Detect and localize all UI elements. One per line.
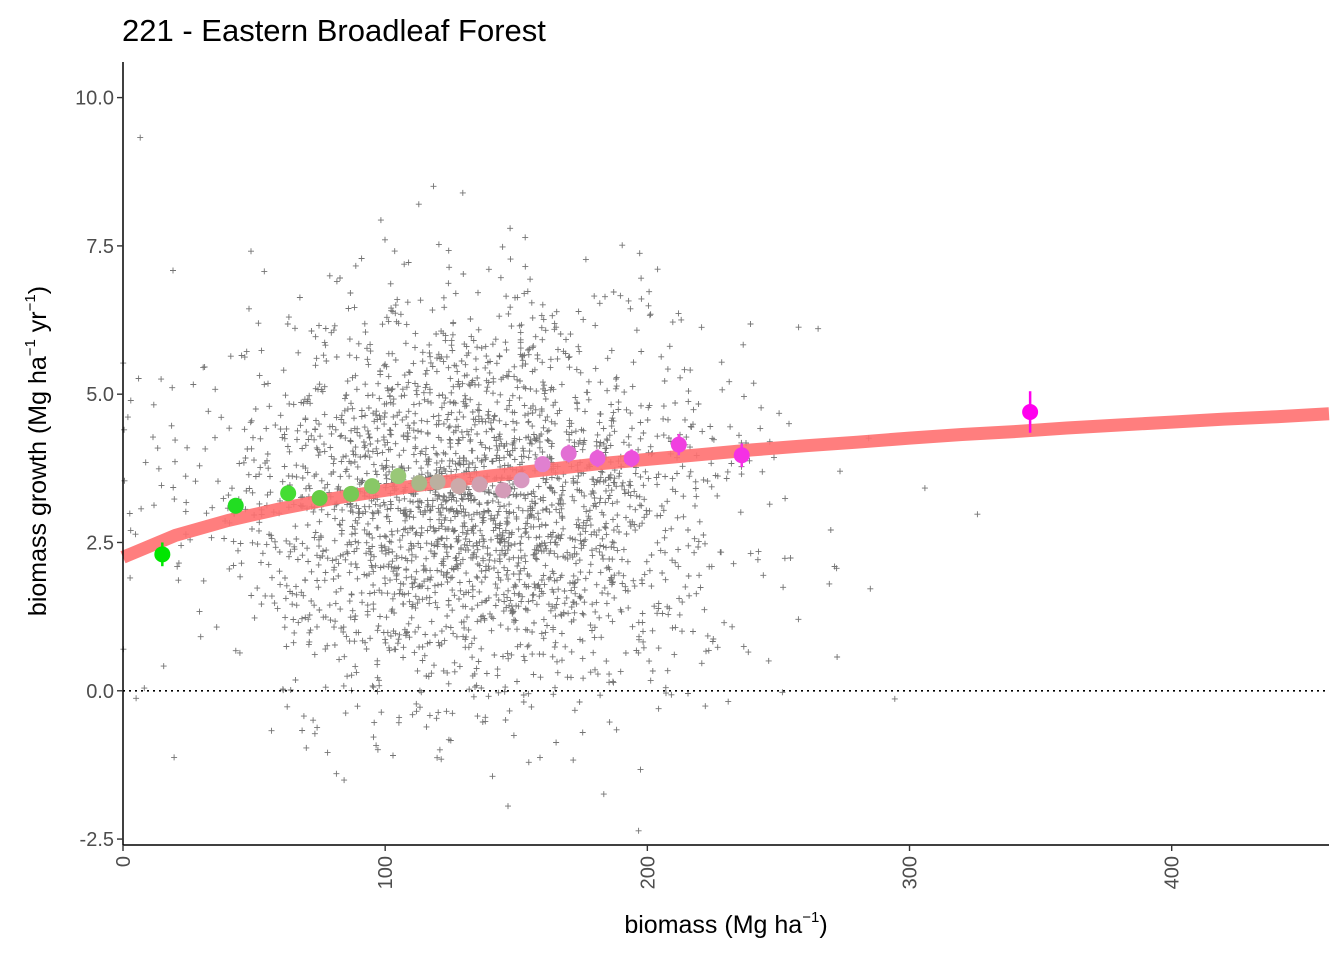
scatter-points (120, 134, 981, 834)
x-tick-label: 100 (375, 856, 397, 889)
bin-mean-point (471, 476, 488, 493)
x-tick-label: 300 (900, 856, 922, 889)
x-tick-label: 0 (113, 856, 135, 867)
y-tick-label: 10.0 (75, 88, 114, 110)
x-tick-label: 200 (637, 856, 659, 889)
bin-mean-point (154, 546, 171, 563)
y-axis-title: biomass growth (Mg ha−1 yr−1) (22, 286, 52, 616)
chart-title: 221 - Eastern Broadleaf Forest (122, 13, 546, 48)
bin-mean-point (670, 436, 687, 453)
bin-mean-point (450, 478, 467, 495)
scatter-point-cloud (120, 134, 981, 834)
bin-mean-point (733, 447, 750, 464)
fit-curve (120, 407, 1330, 564)
bin-mean-point (560, 445, 577, 462)
bin-mean-point (311, 489, 328, 506)
plot-area (120, 134, 1330, 834)
bin-mean-point (534, 456, 551, 473)
bin-mean-point (429, 473, 446, 490)
bin-mean-point (364, 478, 381, 495)
y-tick-label: 0.0 (86, 681, 114, 703)
binned-means (154, 391, 1039, 567)
y-tick-label: 7.5 (86, 236, 114, 258)
x-tick-label: 400 (1162, 856, 1184, 889)
x-axis-title: biomass (Mg ha−1) (624, 909, 827, 939)
bin-mean-point (343, 485, 360, 502)
bin-mean-point (1022, 403, 1039, 420)
bin-mean-point (227, 497, 244, 514)
y-axis-ticks: -2.5 0.0 2.5 5.0 7.5 10.0 (75, 88, 123, 851)
bin-mean-point (623, 450, 640, 467)
bin-mean-point (390, 468, 407, 485)
y-tick-label: 5.0 (86, 384, 114, 406)
bin-mean-point (495, 482, 512, 499)
bin-mean-point (411, 475, 428, 492)
y-tick-label: -2.5 (80, 829, 114, 851)
bin-mean-point (513, 472, 530, 489)
bin-mean-point (589, 450, 606, 467)
x-axis-ticks: 0 100 200 300 400 (113, 845, 1184, 889)
bin-mean-point (280, 485, 297, 502)
y-tick-label: 2.5 (86, 532, 114, 554)
